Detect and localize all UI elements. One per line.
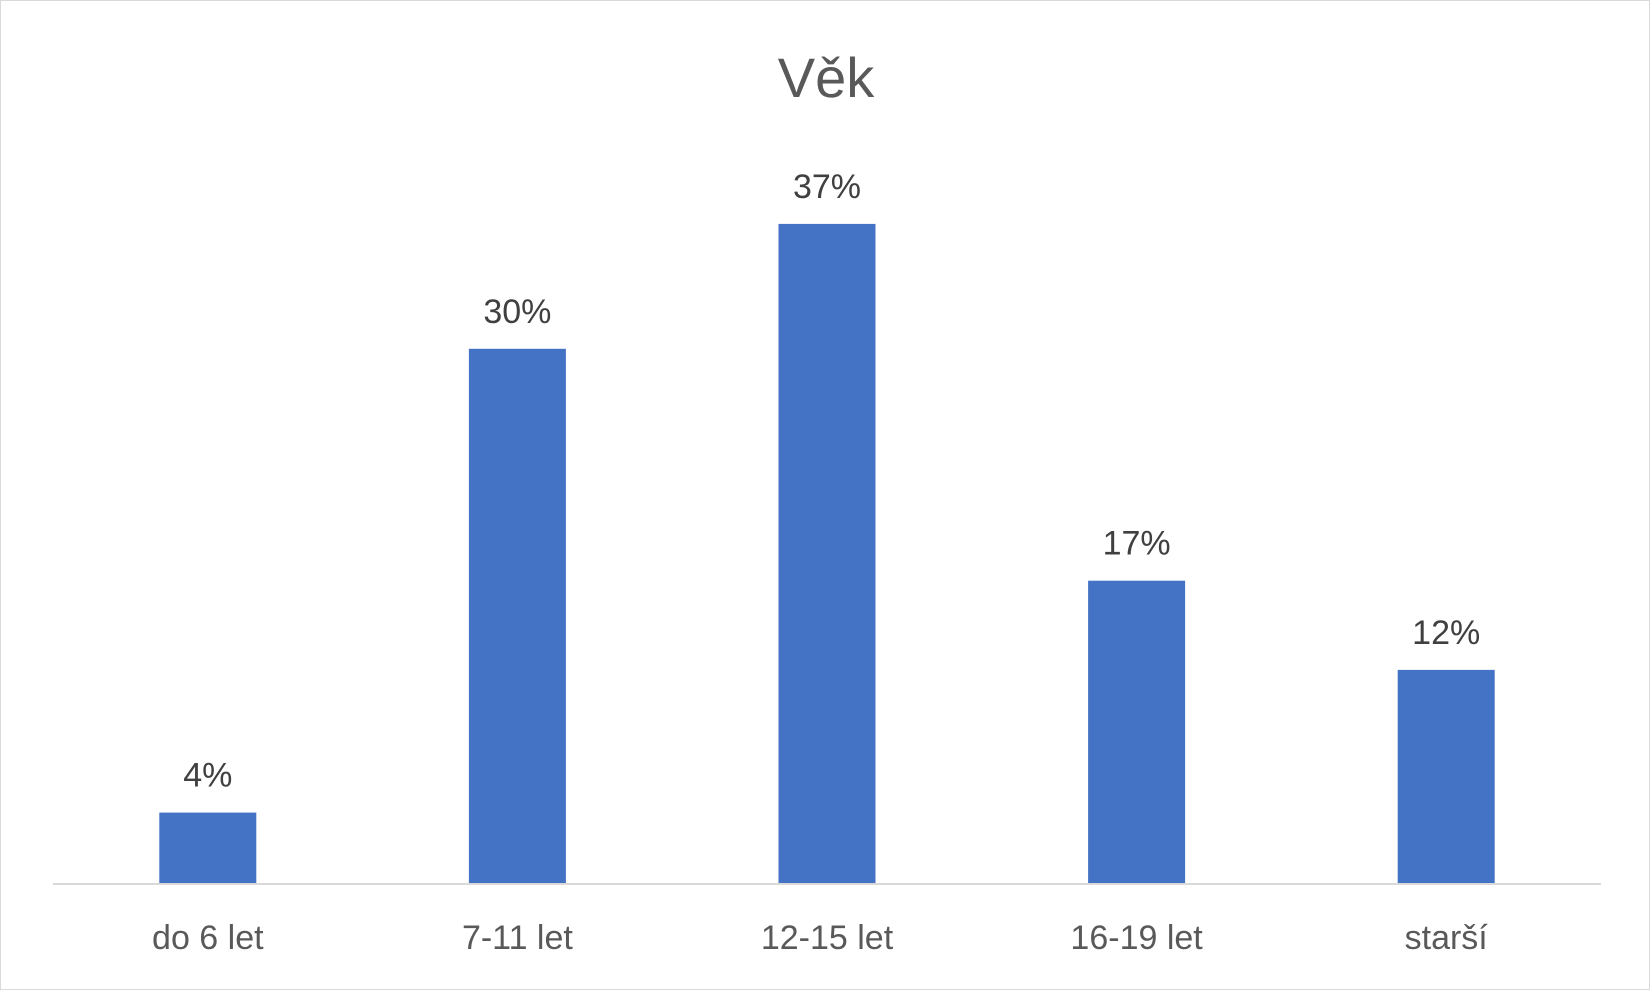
chart-title: Věk <box>778 46 875 109</box>
data-labels-group: 4% 30% 37% 17% 12% <box>183 168 1480 795</box>
bar-3 <box>1088 580 1186 884</box>
data-label-4: 12% <box>1412 614 1480 652</box>
x-tick-label-0: do 6 let <box>152 919 264 957</box>
x-tick-label-1: 7-11 let <box>462 919 573 957</box>
data-label-3: 17% <box>1103 525 1171 563</box>
x-tick-label-2: 12-15 let <box>761 919 894 957</box>
bar-0 <box>159 812 257 884</box>
data-label-2: 37% <box>793 168 861 206</box>
data-label-1: 30% <box>483 293 551 331</box>
bar-2 <box>778 223 876 884</box>
x-tick-label-4: starší <box>1405 919 1489 957</box>
data-label-0: 4% <box>183 757 232 795</box>
bars-group <box>159 223 1495 884</box>
x-tick-label-3: 16-19 let <box>1070 919 1203 957</box>
bar-4 <box>1397 669 1495 884</box>
bar-1 <box>468 348 566 884</box>
x-tick-labels-group: do 6 let 7-11 let 12-15 let 16-19 let starší <box>152 919 1488 957</box>
